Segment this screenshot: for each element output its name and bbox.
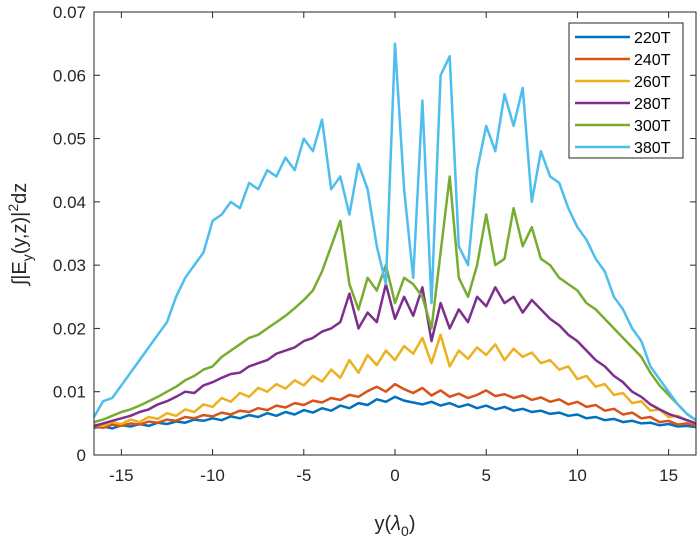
legend-label: 280T xyxy=(634,96,671,113)
x-axis-label: y(λ0) xyxy=(375,513,416,539)
legend-label: 240T xyxy=(634,52,671,69)
legend-item: 300T xyxy=(575,118,671,135)
legend-item: 280T xyxy=(575,96,671,113)
series-line-300T xyxy=(93,175,697,424)
x-tick-label: 15 xyxy=(659,466,678,485)
x-tick-label: -10 xyxy=(200,466,225,485)
legend-box xyxy=(568,22,684,159)
y-tick-label: 0.05 xyxy=(53,130,86,149)
y-tick-label: 0.07 xyxy=(53,3,86,22)
y-tick-label: 0 xyxy=(77,446,86,465)
y-tick-label: 0.04 xyxy=(53,193,86,212)
series-line-380T xyxy=(92,42,697,422)
x-tick-label: 0 xyxy=(390,466,399,485)
legend-label: 220T xyxy=(634,30,671,47)
series-line-220T xyxy=(93,395,697,430)
series-line-260T xyxy=(93,333,697,428)
legend-label: 380T xyxy=(634,140,671,157)
x-tick-label: -15 xyxy=(109,466,134,485)
series-line-280T xyxy=(93,282,697,428)
legend-item: 240T xyxy=(575,52,671,69)
legend-item: 220T xyxy=(575,30,671,47)
y-tick-label: 0.03 xyxy=(53,256,86,275)
y-tick-label: 0.06 xyxy=(53,66,86,85)
series-line-240T xyxy=(93,382,697,430)
y-tick-label: 0.02 xyxy=(53,319,86,338)
y-tick-label: 0.01 xyxy=(53,383,86,402)
legend-item: 260T xyxy=(575,74,671,91)
y-axis-label: ∫|Ey(y,z)|2dz xyxy=(5,183,35,287)
x-tick-label: 10 xyxy=(568,466,587,485)
legend-label: 260T xyxy=(634,74,671,91)
axis-ticks: -15 -10 -5 0 5 10 15 0 0.01 0.02 0.03 0.04 0.05 0.06 0… xyxy=(53,3,696,485)
legend-item: 380T xyxy=(575,140,671,157)
series-layer xyxy=(92,42,697,430)
x-tick-label: 5 xyxy=(481,466,490,485)
legend: 220T 240T 260T 280T 300T 380T xyxy=(568,22,684,159)
x-tick-label: -5 xyxy=(296,466,311,485)
legend-label: 300T xyxy=(634,118,671,135)
